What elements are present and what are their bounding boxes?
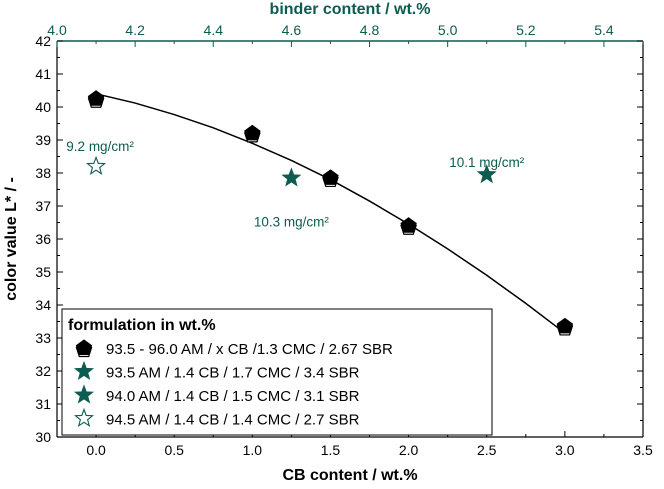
- x-tick-label: 1.0: [243, 442, 263, 458]
- data-point-series-2: [281, 167, 302, 187]
- y-tick-label: 36: [35, 231, 51, 247]
- annotation-label: 9.2 mg/cm²: [66, 139, 134, 154]
- x-tick-label: 1.5: [321, 442, 341, 458]
- data-point-series-0: [400, 217, 417, 233]
- legend-marker-series-1: [73, 360, 95, 381]
- x-axis-title: CB content / wt.%: [282, 467, 417, 484]
- y-tick-label: 31: [35, 396, 51, 412]
- top-x-tick-label: 5.4: [594, 22, 614, 38]
- x-tick-label: 3.5: [633, 442, 653, 458]
- legend-label: 94.5 AM / 1.4 CB / 1.4 CMC / 2.7 SBR: [106, 412, 360, 429]
- annotation-label: 10.1 mg/cm²: [449, 155, 525, 170]
- top-x-axis-title: binder content / wt.%: [270, 1, 431, 18]
- top-x-tick-label: 5.2: [516, 22, 536, 38]
- top-x-tick-label: 4.8: [360, 22, 380, 38]
- y-tick-label: 34: [35, 297, 51, 313]
- data-point-series-0: [87, 90, 105, 106]
- y-tick-label: 37: [35, 198, 51, 214]
- y-axis-title: color value L* / -: [3, 177, 20, 301]
- legend-marker-series-3: [73, 407, 95, 428]
- x-tick-label: 3.0: [555, 442, 575, 458]
- legend-label: 93.5 AM / 1.4 CB / 1.7 CMC / 3.4 SBR: [106, 365, 360, 382]
- data-point-series-0: [244, 124, 261, 141]
- y-tick-label: 33: [35, 330, 51, 346]
- top-x-tick-label: 4.2: [125, 22, 145, 38]
- data-point-series-0: [322, 169, 339, 185]
- legend-label: 94.0 AM / 1.4 CB / 1.5 CMC / 3.1 SBR: [106, 388, 360, 405]
- legend-marker-series-0: [75, 339, 93, 355]
- y-tick-label: 30: [35, 429, 51, 445]
- y-tick-label: 40: [35, 99, 51, 115]
- top-x-tick-label: 5.0: [438, 22, 458, 38]
- y-tick-label: 39: [35, 132, 51, 148]
- x-tick-label: 2.0: [399, 442, 419, 458]
- legend-box: [61, 308, 493, 436]
- legend-label: 93.5 - 96.0 AM / x CB /1.3 CMC / 2.67 SB…: [106, 341, 393, 358]
- x-tick-label: 0.0: [86, 442, 106, 458]
- x-tick-label: 0.5: [164, 442, 184, 458]
- data-point-series-3: [86, 155, 107, 175]
- top-x-tick-label: 4.0: [47, 22, 67, 38]
- annotation-label: 10.3 mg/cm²: [254, 214, 330, 229]
- data-point-series-0: [556, 317, 574, 334]
- top-x-tick-label: 4.6: [282, 22, 302, 38]
- legend-title: formulation in wt.%: [68, 317, 216, 334]
- y-tick-label: 35: [35, 264, 51, 280]
- y-tick-label: 41: [35, 66, 51, 82]
- fit-curve: [95, 93, 566, 334]
- top-x-tick-label: 4.4: [204, 22, 224, 38]
- y-tick-label: 38: [35, 165, 51, 181]
- legend-marker-series-2: [73, 384, 95, 404]
- x-tick-label: 2.5: [477, 442, 497, 458]
- data-point-series-1: [476, 164, 497, 184]
- y-tick-label: 42: [35, 33, 51, 49]
- y-tick-label: 32: [35, 363, 51, 379]
